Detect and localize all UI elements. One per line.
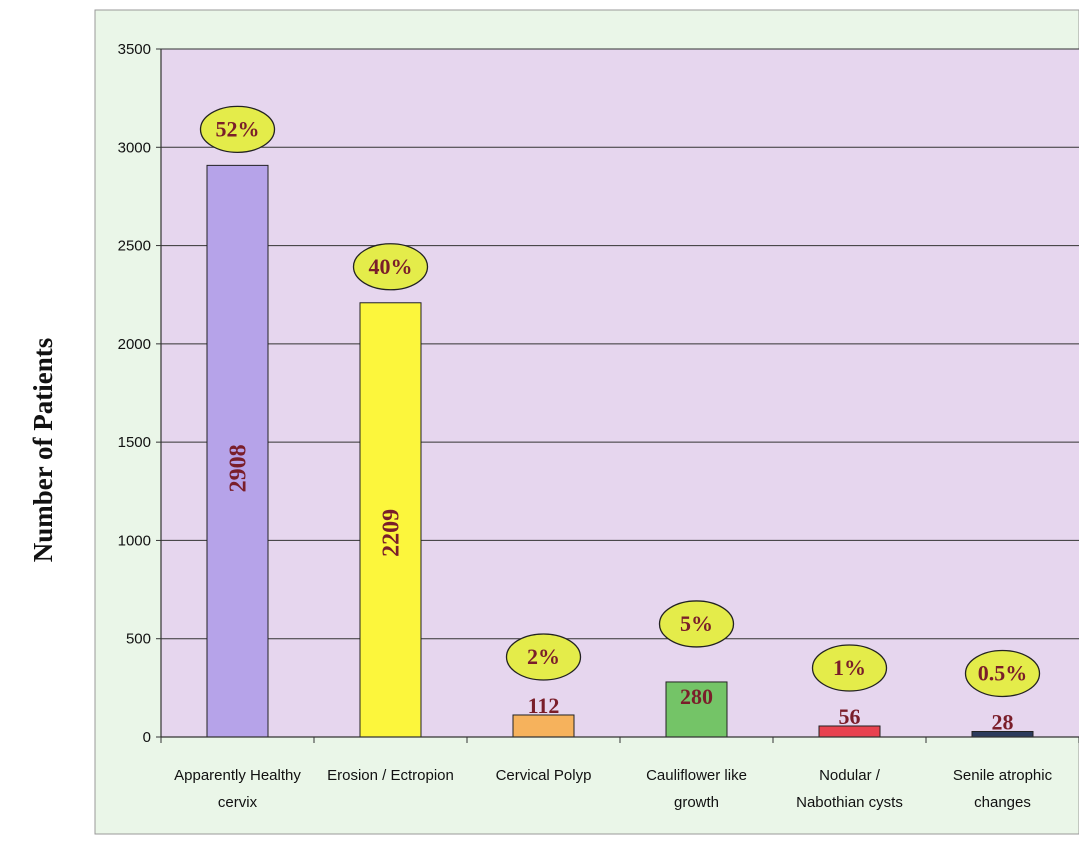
bars: 2908 52% 2209 40% 112 2% 280 5% 56 1% 28 0.5% bbox=[199, 105, 1041, 738]
y-tick-label: 0 bbox=[143, 729, 151, 746]
y-tick-label: 2000 bbox=[118, 336, 151, 353]
x-tick-label: growth bbox=[674, 794, 719, 811]
y-tick-label: 1500 bbox=[118, 434, 151, 451]
x-tick-label: Apparently Healthy bbox=[174, 767, 301, 784]
x-tick-label: changes bbox=[974, 794, 1031, 811]
y-tick-label: 3500 bbox=[118, 41, 151, 58]
percent-label: 5% bbox=[680, 611, 713, 636]
y-axis: 0 500 1000 1500 2000 2500 3000 3500 bbox=[118, 41, 162, 746]
value-label: 2908 bbox=[226, 444, 252, 492]
value-label: 280 bbox=[680, 684, 713, 709]
y-tick-label: 3000 bbox=[118, 139, 151, 156]
percent-label: 0.5% bbox=[978, 660, 1028, 685]
percent-label: 40% bbox=[369, 254, 413, 279]
percent-label: 52% bbox=[216, 116, 260, 141]
x-tick-label: Nabothian cysts bbox=[796, 794, 903, 811]
percent-bubble bbox=[352, 243, 429, 291]
percent-bubble bbox=[199, 105, 276, 154]
bar bbox=[665, 681, 728, 738]
gridlines bbox=[161, 48, 1079, 640]
x-tick-label: Erosion / Ectropion bbox=[327, 767, 454, 784]
bar bbox=[359, 302, 422, 738]
y-tick-label: 1000 bbox=[118, 532, 151, 549]
value-label: 112 bbox=[528, 693, 560, 718]
percent-label: 2% bbox=[527, 644, 560, 669]
percent-label: 1% bbox=[833, 655, 866, 680]
bar bbox=[512, 714, 575, 738]
value-label: 56 bbox=[839, 704, 861, 729]
percent-bubble bbox=[964, 649, 1041, 698]
x-tick-label: Cervical Polyp bbox=[496, 767, 592, 784]
y-axis-label: Number of Patients bbox=[28, 338, 58, 562]
x-axis: Apparently Healthy cervix Erosion / Ectrop… bbox=[160, 736, 1079, 811]
percent-bubble bbox=[658, 600, 735, 648]
x-tick-label: Nodular / bbox=[819, 767, 881, 784]
y-tick-label: 2500 bbox=[118, 238, 151, 255]
value-label: 28 bbox=[992, 709, 1014, 734]
plot-area bbox=[161, 49, 1079, 737]
y-tick-label: 500 bbox=[126, 631, 151, 648]
bar bbox=[206, 164, 269, 738]
value-label: 2209 bbox=[379, 509, 405, 557]
percent-bubble bbox=[505, 633, 582, 681]
x-tick-label: Cauliflower like bbox=[646, 767, 747, 784]
x-tick-label: Senile atrophic bbox=[953, 767, 1053, 784]
percent-bubble bbox=[811, 644, 888, 692]
x-tick-label: cervix bbox=[218, 794, 258, 811]
